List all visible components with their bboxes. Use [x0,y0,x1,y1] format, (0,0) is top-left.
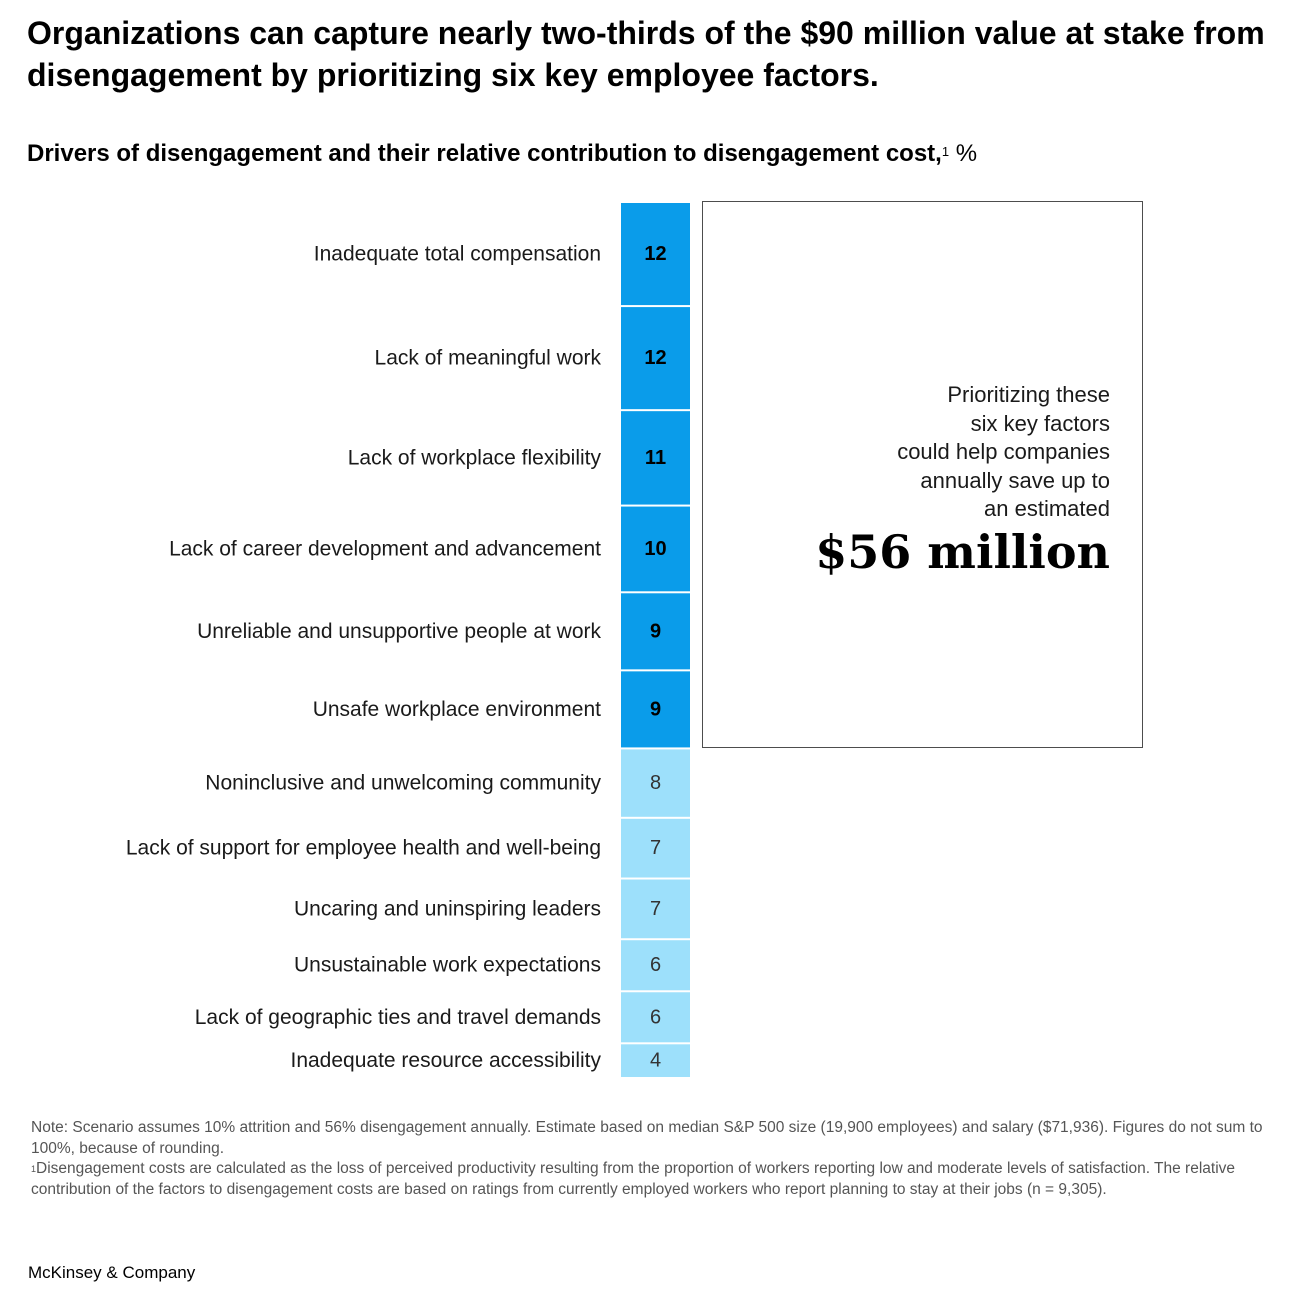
category-label: Inadequate resource accessibility [290,1049,601,1072]
bar-value-label: 6 [650,954,661,976]
category-label: Uncaring and uninspiring leaders [294,897,601,920]
callout-amount: $56 million [815,525,1110,579]
subtitle-text: Drivers of disengagement and their relat… [27,140,942,167]
category-label: Lack of meaningful work [375,347,602,370]
bar-value-label: 9 [650,620,661,642]
bar-segment [621,879,690,939]
bar-segment-group: 6 Unsustainable work expectations [294,940,690,991]
chart-notes: Note: Scenario assumes 10% attrition and… [31,1118,1281,1200]
bar-value-label: 10 [644,538,666,560]
bar-value-label: 12 [644,243,666,265]
callout-text: Prioritizing these six key factors could… [897,382,1110,521]
bar-segment-group: 8 Noninclusive and unwelcoming community [205,749,690,817]
chart-subtitle: Drivers of disengagement and their relat… [27,138,977,170]
bar-value-label: 11 [645,447,666,469]
bar-segment-group: 11 Lack of workplace flexibility [348,411,690,505]
category-label: Lack of workplace flexibility [348,446,602,469]
category-label: Noninclusive and unwelcoming community [205,772,601,795]
chart-title: Organizations can capture nearly two-thi… [27,15,1265,93]
bar-segment [621,749,690,817]
footnote: 1Disengagement costs are calculated as t… [31,1159,1281,1200]
category-label: Lack of geographic ties and travel deman… [195,1006,601,1029]
bar-segment-group: 12 Lack of meaningful work [375,307,690,410]
bar-value-label: 9 [650,698,661,720]
footnote-text: Disengagement costs are calculated as th… [31,1160,1236,1198]
bar-segment-group: 7 Lack of support for employee health and… [126,818,690,878]
category-label: Inadequate total compensation [314,243,601,266]
subtitle-unit: % [955,140,978,167]
category-label: Unreliable and unsupportive people at wo… [197,620,601,643]
bar-segment [621,940,690,991]
bar-value-label: 12 [644,347,666,369]
bar-segment [621,203,690,306]
category-label: Unsafe workplace environment [313,698,601,721]
bar-segment [621,818,690,878]
bar-segment [621,992,690,1043]
subtitle-footnote-marker: 1 [941,144,950,159]
bar-value-label: 6 [650,1006,661,1028]
bar-value-label: 7 [650,837,661,859]
note-text: Note: Scenario assumes 10% attrition and… [31,1119,1263,1157]
brand-name: McKinsey & Company [28,1263,196,1282]
bar-segment-group: 9 Unsafe workplace environment [313,671,690,748]
bar-segment-group: 4 Inadequate resource accessibility [290,1044,690,1077]
bar-segment [621,671,690,748]
bar-segment-group: 7 Uncaring and uninspiring leaders [294,879,690,939]
bar-segment-group: 12 Inadequate total compensation [314,203,690,306]
savings-callout-box: Prioritizing these six key factors could… [702,201,1143,748]
bar-value-label: 7 [650,898,661,920]
bar-value-label: 8 [650,772,661,794]
category-label: Lack of support for employee health and … [126,837,601,860]
bar-segment [621,506,690,592]
bar-value-label: 4 [650,1050,661,1072]
bar-segment [621,1044,690,1077]
bar-segment-group: 10 Lack of career development and advance… [169,506,690,592]
bar-segment [621,411,690,505]
bar-segment-group: 9 Unreliable and unsupportive people at w… [197,593,690,670]
category-label: Unsustainable work expectations [294,954,601,977]
bar-segment-group: 6 Lack of geographic ties and travel dema… [195,992,690,1043]
category-label: Lack of career development and advanceme… [169,537,601,560]
footnote-marker: 1 [31,1164,37,1174]
bar-segment [621,307,690,410]
bar-segment [621,593,690,670]
